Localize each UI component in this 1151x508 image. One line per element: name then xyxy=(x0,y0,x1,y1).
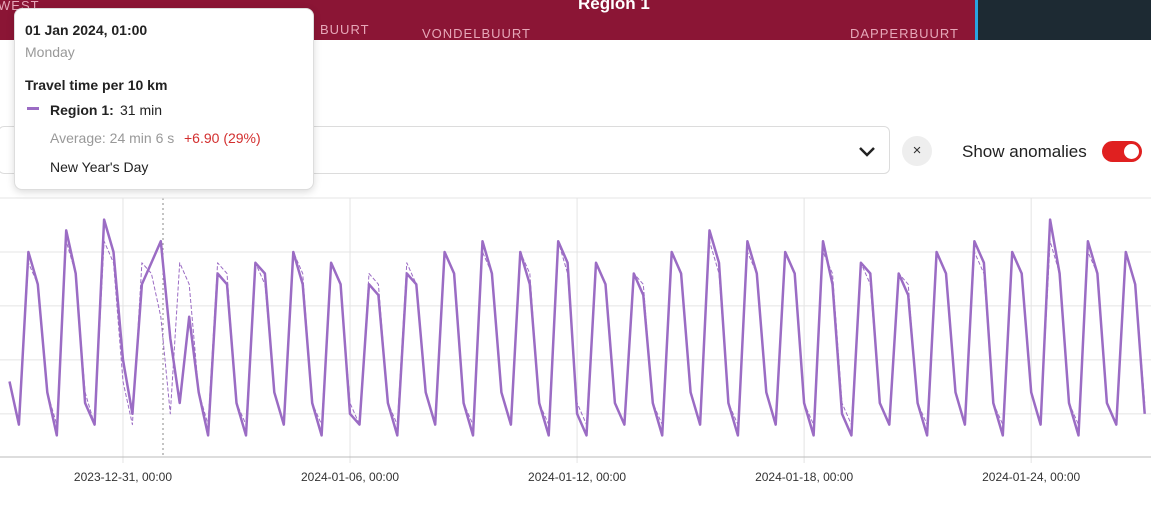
tooltip-heading: Travel time per 10 km xyxy=(25,77,168,93)
tooltip: 01 Jan 2024, 01:00 Monday Travel time pe… xyxy=(14,8,314,190)
tooltip-series: Region 1: xyxy=(50,102,114,118)
x-tick-label: 2023-12-31, 00:00 xyxy=(74,470,172,484)
anomaly-toggle[interactable] xyxy=(1102,141,1142,162)
map-label: VONDELBUURT xyxy=(422,26,532,40)
legend-swatch xyxy=(27,107,39,110)
clear-button[interactable]: × xyxy=(902,136,932,166)
x-tick-label: 2024-01-06, 00:00 xyxy=(301,470,399,484)
tooltip-holiday: New Year's Day xyxy=(50,159,149,175)
tooltip-value: 31 min xyxy=(120,102,163,118)
tooltip-weekday: Monday xyxy=(25,44,75,60)
map-label: BUURT xyxy=(320,22,370,37)
x-tick-label: 2024-01-24, 00:00 xyxy=(982,470,1080,484)
toggle-label: Show anomalies xyxy=(962,142,1087,161)
map-water xyxy=(975,0,1151,40)
tooltip-average: Average: 24 min 6 s xyxy=(50,130,175,146)
series-line xyxy=(9,240,1146,426)
tooltip-difference: +6.90 (29%) xyxy=(184,130,261,146)
series-line xyxy=(8,218,1146,437)
chevron xyxy=(859,147,875,157)
region-select[interactable] xyxy=(0,126,890,174)
x-tick-label: 2024-01-18, 00:00 xyxy=(755,470,853,484)
tooltip-title: 01 Jan 2024, 01:00 xyxy=(25,22,148,38)
map-label: DAPPERBUURT xyxy=(850,26,960,40)
region-label: Region 1 xyxy=(578,0,650,13)
x-tick-label: 2024-01-12, 00:00 xyxy=(528,470,626,484)
